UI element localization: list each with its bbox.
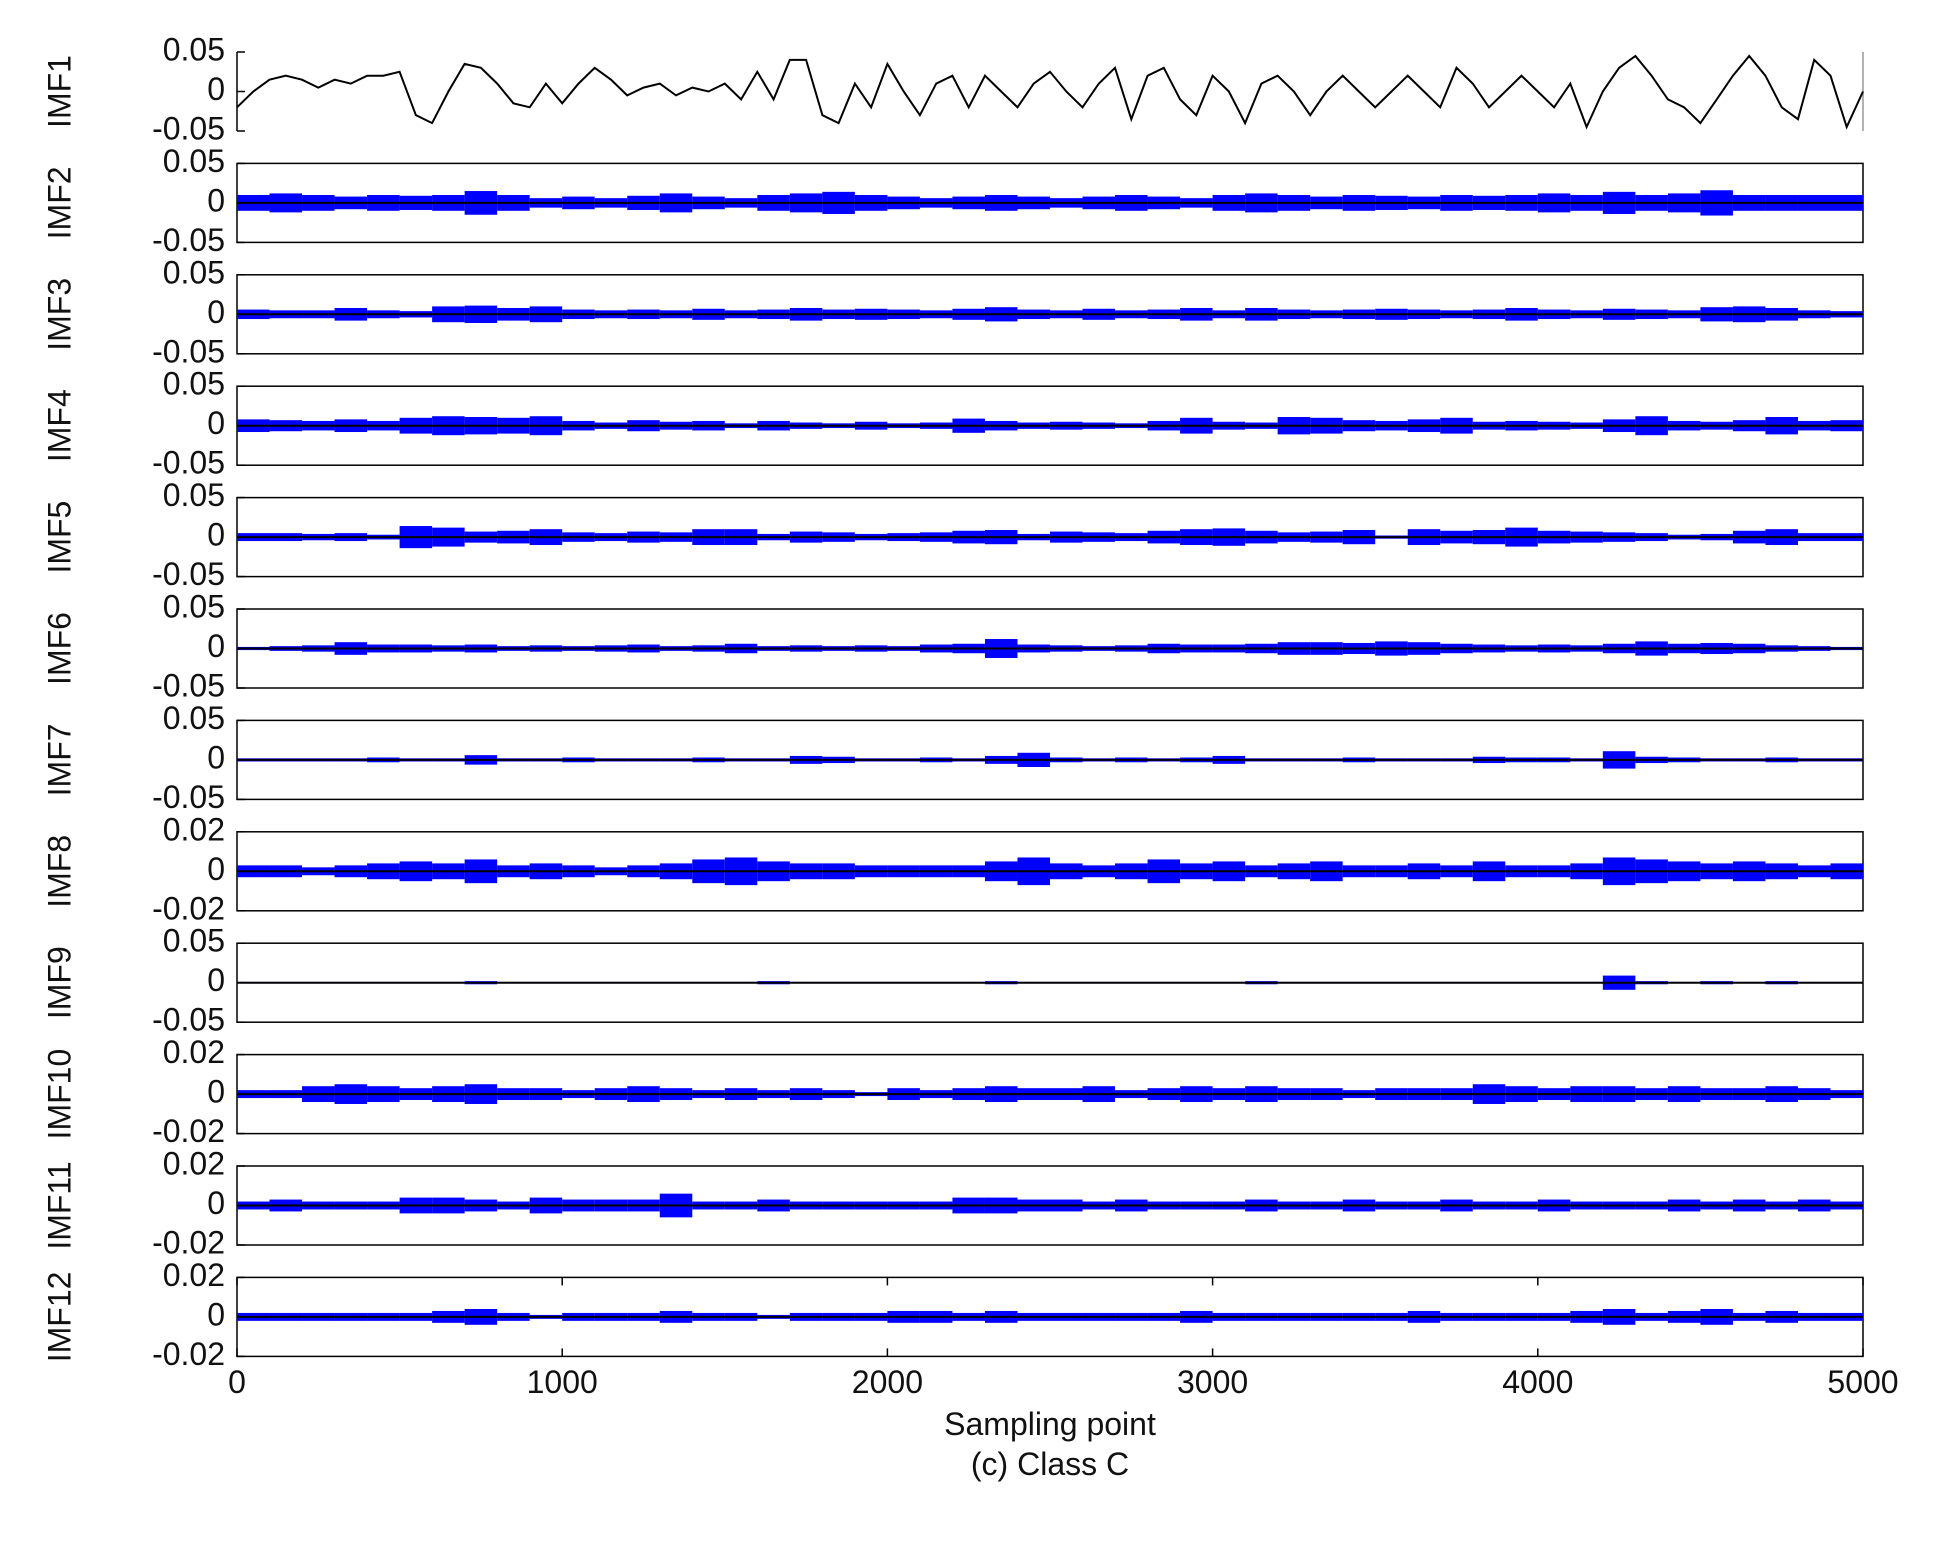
y-tick-label: 0	[207, 962, 225, 998]
y-tick-label: 0.02	[163, 1257, 225, 1293]
y-tick-label: -0.05	[152, 667, 225, 703]
y-tick-label: 0.05	[163, 254, 225, 290]
y-tick-label: 0	[207, 71, 225, 107]
y-axis-label: IMF6	[41, 612, 77, 685]
y-tick-label: -0.02	[152, 1113, 225, 1149]
caption: (c) Class C	[971, 1446, 1129, 1482]
x-tick-label: 1000	[527, 1364, 598, 1400]
x-tick-label: 0	[228, 1364, 246, 1400]
y-axis-label: IMF1	[41, 55, 77, 128]
y-tick-label: 0	[207, 1185, 225, 1221]
y-tick-label: 0	[207, 851, 225, 887]
y-tick-label: 0.05	[163, 31, 225, 67]
y-tick-label: 0	[207, 739, 225, 775]
y-tick-label: 0	[207, 1074, 225, 1110]
y-axis-label: IMF2	[41, 166, 77, 239]
y-tick-label: 0.05	[163, 366, 225, 402]
x-tick-label: 5000	[1827, 1364, 1898, 1400]
x-tick-label: 3000	[1177, 1364, 1248, 1400]
y-tick-label: 0	[207, 517, 225, 553]
y-tick-label: -0.05	[152, 445, 225, 481]
y-tick-label: -0.02	[152, 1224, 225, 1260]
y-tick-label: -0.02	[152, 890, 225, 926]
y-tick-label: 0	[207, 294, 225, 330]
y-tick-label: 0.05	[163, 143, 225, 179]
y-tick-label: 0	[207, 405, 225, 441]
x-axis-label: Sampling point	[944, 1406, 1156, 1442]
y-axis-label: IMF8	[41, 835, 77, 908]
y-tick-label: -0.05	[152, 110, 225, 146]
y-tick-label: -0.02	[152, 1336, 225, 1372]
y-tick-label: 0	[207, 628, 225, 664]
y-tick-label: 0.05	[163, 923, 225, 959]
y-tick-label: 0.05	[163, 700, 225, 736]
signal-line	[236, 54, 1864, 130]
y-tick-label: -0.05	[152, 556, 225, 592]
y-axis-label: IMF7	[41, 723, 77, 796]
y-tick-label: -0.05	[152, 1002, 225, 1038]
y-tick-label: 0.02	[163, 811, 225, 847]
y-tick-label: 0	[207, 1296, 225, 1332]
y-axis-label: IMF9	[41, 946, 77, 1019]
y-tick-label: -0.05	[152, 779, 225, 815]
y-axis-label: IMF12	[41, 1272, 77, 1363]
y-axis-label: IMF3	[41, 278, 77, 351]
x-tick-label: 2000	[852, 1364, 923, 1400]
y-axis-label: IMF5	[41, 501, 77, 574]
y-tick-label: 0	[207, 182, 225, 218]
y-axis-label: IMF4	[41, 389, 77, 462]
y-tick-label: 0.05	[163, 477, 225, 513]
y-tick-label: 0.05	[163, 588, 225, 624]
y-tick-label: 0.02	[163, 1145, 225, 1181]
y-axis-label: IMF10	[41, 1049, 77, 1140]
y-tick-label: -0.05	[152, 222, 225, 258]
y-tick-label: 0.02	[163, 1034, 225, 1070]
y-axis-label: IMF11	[41, 1161, 77, 1249]
y-tick-label: -0.05	[152, 333, 225, 369]
x-tick-label: 4000	[1502, 1364, 1573, 1400]
